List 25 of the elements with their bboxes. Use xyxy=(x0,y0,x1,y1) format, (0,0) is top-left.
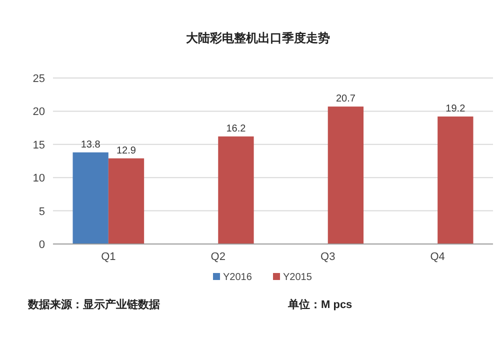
bar xyxy=(72,152,108,244)
bar xyxy=(438,116,474,244)
legend-label: Y2015 xyxy=(283,272,312,283)
x-tick-label: Q4 xyxy=(430,251,445,263)
y-tick-label: 25 xyxy=(32,73,45,85)
y-tick-label: 5 xyxy=(38,206,45,218)
y-tick-label: 0 xyxy=(38,239,45,251)
bar xyxy=(108,158,144,244)
bar xyxy=(218,136,254,244)
data-label: 12.9 xyxy=(116,145,136,156)
data-label: 20.7 xyxy=(336,94,356,105)
y-tick-label: 15 xyxy=(32,139,45,152)
data-label: 13.8 xyxy=(80,139,101,150)
y-tick-label: 20 xyxy=(32,106,45,118)
text: 单位：M pcs xyxy=(287,298,352,311)
data-label: 16.2 xyxy=(226,123,246,134)
source-note: 数据来源：显示产业链数据 xyxy=(27,298,160,311)
legend-label: Y2016 xyxy=(223,272,252,283)
x-tick-label: Q2 xyxy=(210,251,226,263)
x-tick-label: Q1 xyxy=(101,251,116,263)
y-tick-label: 10 xyxy=(32,172,45,185)
data-label: 19.2 xyxy=(446,104,466,115)
bar xyxy=(328,106,364,244)
x-tick-label: Q3 xyxy=(320,251,336,263)
chart-title: 大陆彩电整机出口季度走势 xyxy=(186,31,330,45)
